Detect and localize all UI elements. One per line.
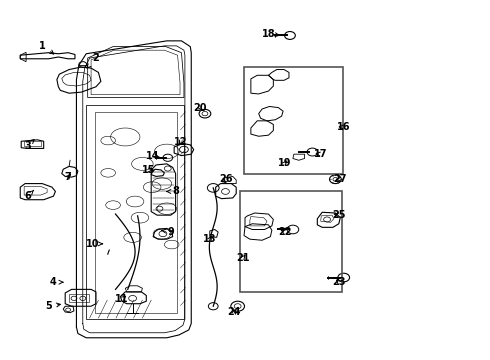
Text: 1: 1 [39,41,54,54]
Text: 22: 22 [278,227,292,237]
Text: 18: 18 [262,29,279,39]
Text: 26: 26 [220,174,233,184]
Text: 19: 19 [278,158,292,168]
Text: 17: 17 [314,149,327,159]
Text: 21: 21 [236,253,249,263]
Text: 24: 24 [227,307,241,317]
Text: 12: 12 [174,138,187,147]
Bar [244,67,343,174]
Text: 8: 8 [167,186,179,197]
Text: 2: 2 [87,53,99,68]
Text: 25: 25 [332,210,345,220]
Text: 14: 14 [147,150,160,161]
Text: 23: 23 [332,277,345,287]
Text: 15: 15 [142,165,155,175]
Text: 9: 9 [162,227,174,237]
Text: 5: 5 [45,301,60,311]
Text: 11: 11 [115,294,128,304]
Text: 16: 16 [337,122,350,132]
Text: 7: 7 [65,172,72,182]
Text: 3: 3 [24,139,34,151]
Text: 4: 4 [50,277,63,287]
Text: 20: 20 [193,103,207,113]
Text: 10: 10 [86,239,102,249]
Text: 27: 27 [334,174,347,184]
Text: 13: 13 [203,234,217,244]
Text: 6: 6 [24,190,34,201]
Bar [240,192,342,292]
